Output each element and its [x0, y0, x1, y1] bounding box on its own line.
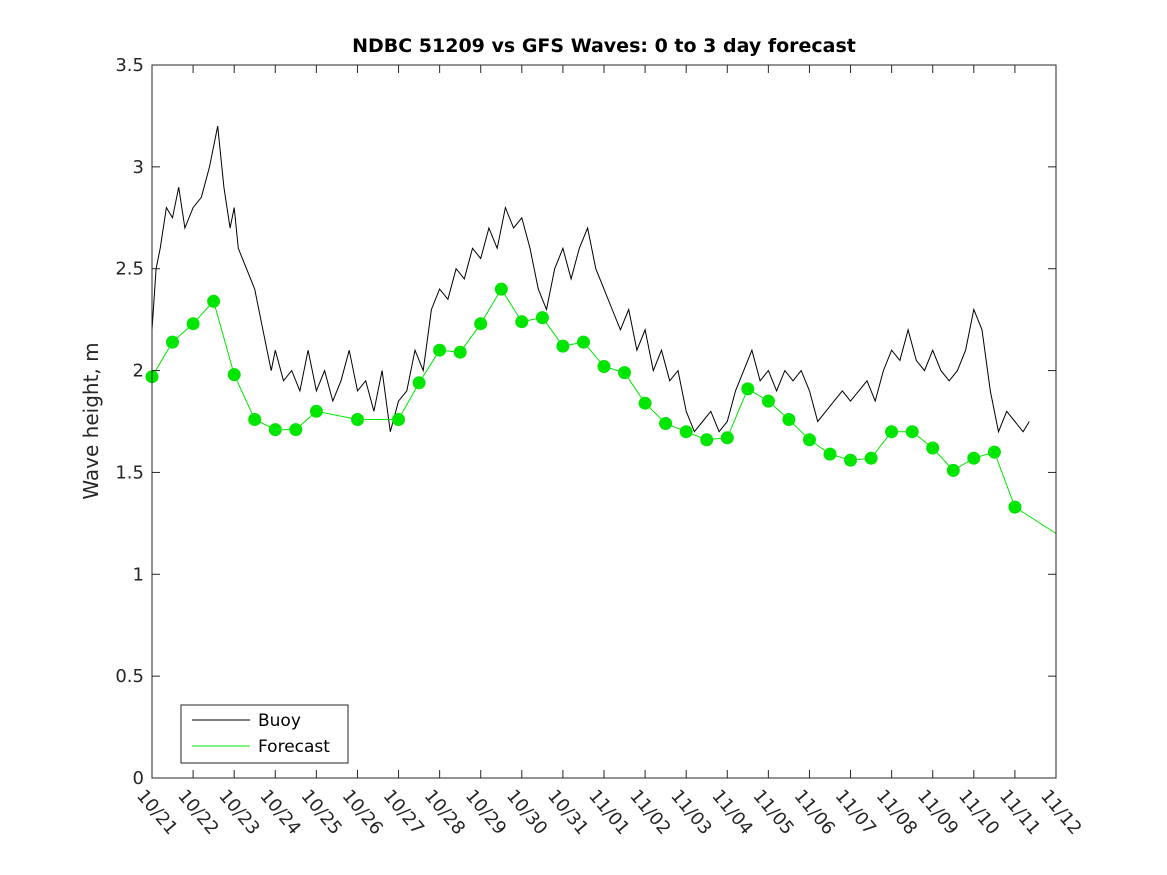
forecast-marker: [453, 345, 467, 359]
forecast-marker: [494, 282, 508, 296]
plot-area: [152, 65, 1056, 778]
y-tick-label: 0: [133, 768, 144, 789]
chart-title: NDBC 51209 vs GFS Waves: 0 to 3 day fore…: [352, 35, 856, 57]
forecast-marker: [679, 425, 693, 439]
forecast-marker: [351, 413, 364, 426]
forecast-marker: [905, 425, 919, 439]
y-tick-label: 3.5: [115, 55, 144, 76]
forecast-marker: [248, 413, 262, 426]
forecast-marker: [987, 445, 1001, 459]
forecast-marker: [577, 335, 590, 349]
forecast-marker: [207, 294, 221, 308]
legend: Buoy Forecast: [180, 704, 349, 764]
forecast-marker: [535, 311, 549, 325]
forecast-marker: [618, 366, 631, 380]
forecast-marker: [186, 317, 200, 331]
forecast-marker: [844, 453, 857, 467]
forecast-marker: [761, 394, 775, 408]
forecast-marker: [1008, 500, 1022, 514]
y-tick-label: 2: [133, 361, 144, 382]
forecast-marker: [392, 413, 405, 426]
forecast-marker: [720, 431, 734, 445]
forecast-marker: [946, 463, 960, 477]
forecast-marker: [474, 317, 488, 331]
forecast-marker: [412, 376, 426, 390]
forecast-marker: [967, 451, 981, 465]
forecast-marker: [268, 423, 282, 437]
forecast-marker: [659, 417, 673, 430]
forecast-marker: [926, 441, 940, 455]
forecast-marker: [515, 315, 529, 329]
forecast-marker: [556, 339, 570, 353]
legend-box: [180, 704, 349, 764]
legend-buoy-label: Buoy: [258, 711, 301, 731]
forecast-marker: [433, 343, 447, 357]
forecast-marker: [638, 396, 652, 410]
y-tick-label: 1: [133, 564, 144, 585]
forecast-marker: [803, 433, 816, 447]
forecast-marker: [741, 382, 755, 396]
y-tick-label: 1.5: [115, 462, 144, 483]
forecast-marker: [227, 368, 241, 382]
forecast-marker: [885, 425, 899, 439]
legend-forecast-label: Forecast: [258, 737, 330, 757]
forecast-marker: [700, 433, 714, 447]
forecast-marker: [289, 423, 303, 437]
forecast-marker: [782, 413, 796, 426]
y-tick-label: 3: [133, 157, 144, 178]
y-tick-label: 0.5: [115, 666, 144, 687]
forecast-marker: [864, 451, 878, 465]
forecast-marker: [166, 335, 179, 349]
y-tick-label: 2.5: [115, 259, 144, 280]
buoy-series-line: [151, 126, 1030, 434]
forecast-marker: [823, 447, 837, 461]
y-axis-label: Wave height, m: [79, 342, 103, 499]
forecast-marker: [309, 404, 323, 418]
forecast-marker: [597, 360, 611, 373]
